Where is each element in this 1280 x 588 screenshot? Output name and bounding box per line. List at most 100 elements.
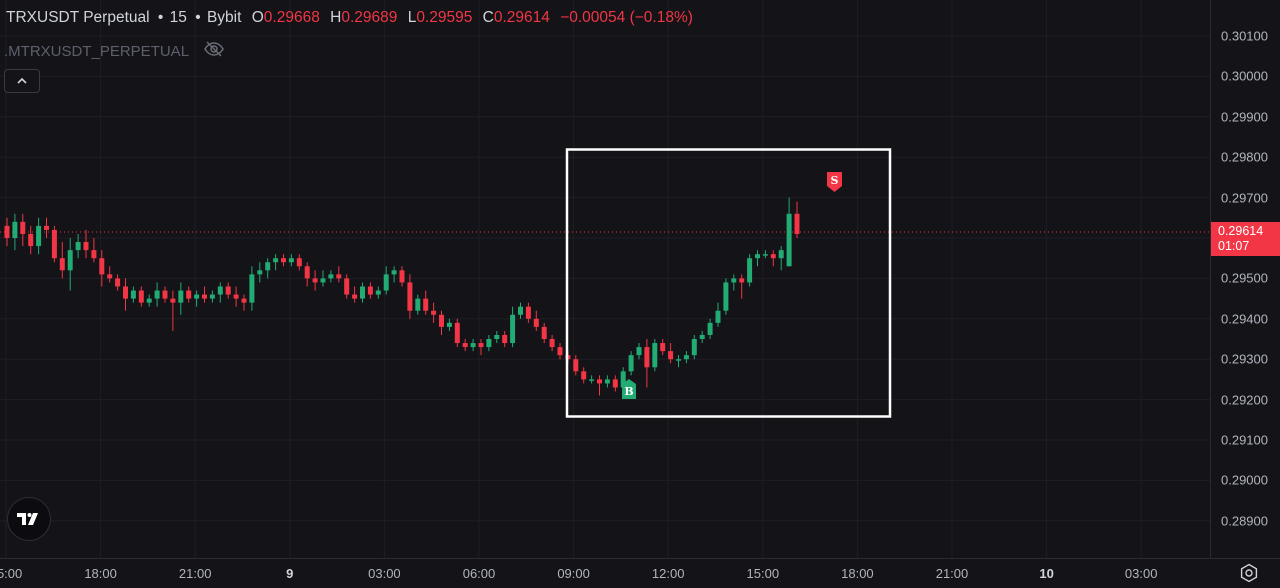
candle-body [778,250,784,259]
candle [249,266,255,311]
candle [581,367,587,384]
price-tick: 0.29000 [1221,472,1268,488]
candle [636,343,642,360]
candle-body [676,359,681,361]
time-tick: 03:00 [368,566,401,581]
candle-body [265,262,271,271]
time-axis[interactable]: 15:00 18:00 21:00 9 03:00 06:00 09:00 12:00 15:0… [0,558,1280,587]
candle-body [296,258,302,267]
symbol-name[interactable]: TRXUSDT Perpetual [6,9,150,26]
candle [541,322,547,344]
candle [312,270,318,291]
candle-body [549,339,555,348]
buy-marker: B [622,379,636,399]
price-tick: 0.29500 [1221,270,1268,286]
candle [170,290,176,331]
eye-slash-icon[interactable] [203,40,225,62]
time-tick: 15:00 [746,566,780,581]
price-tick: 0.29200 [1221,392,1268,408]
candle [138,286,144,307]
candle-body [36,225,42,247]
candle-body [786,213,792,267]
candle-body [431,310,437,315]
candle [731,274,737,291]
candle [202,286,207,303]
candle [794,201,800,238]
candle-body [731,278,737,283]
candle-body [604,379,610,384]
candle [494,330,500,344]
highlight-box [565,148,892,418]
time-tick: 10 [1039,566,1054,581]
candle [178,282,184,315]
candle [423,290,429,315]
candle [770,250,776,267]
candlestick-chart[interactable]: B S [0,0,1210,558]
candle [67,238,73,291]
indicator-name[interactable]: .MTRXUSDT_PERPETUAL [4,42,190,60]
tradingview-logo[interactable] [7,497,51,541]
candle [762,250,768,259]
price-tick: 0.30000 [1221,68,1268,84]
candle [573,355,579,376]
candle [715,302,721,327]
interval[interactable]: 15 [169,9,187,26]
grid [0,0,1210,558]
candle-body [423,298,429,311]
candle-body [573,359,579,372]
candle-body [360,286,365,299]
candle-body [194,294,200,299]
candle-body [699,334,705,339]
candle [296,254,302,271]
candle [320,270,326,287]
candle [304,262,310,287]
collapse-legend-button[interactable] [4,69,40,93]
candle-body [770,254,776,259]
candle-body [217,286,223,295]
candle-body [375,290,381,295]
candle-body [518,306,523,315]
candle [107,266,113,283]
candle-body [652,343,658,368]
candle [123,278,128,311]
candle [557,343,563,360]
candle [644,339,650,388]
candle-body [249,274,255,303]
candle [431,302,437,323]
candle [28,225,34,255]
candle [12,213,18,251]
candle-body [336,274,342,279]
candle-body [620,371,626,388]
candle-body [391,270,397,275]
candle [288,254,294,267]
close-label: C [482,9,494,26]
candle [439,310,444,335]
candle [209,290,215,303]
candle-body [241,298,247,303]
candle [454,318,460,348]
open-label: O [251,9,264,26]
candle [415,294,421,315]
candle-body [28,233,34,247]
candle [486,334,492,352]
candle [778,246,784,271]
candle-body [352,294,358,299]
price-tick: 0.29400 [1221,311,1268,327]
candle [44,217,49,238]
candle-body [233,294,239,299]
candle-body [178,290,184,303]
candle-body [51,229,57,259]
time-tick: 18:00 [841,566,874,581]
candle-body [4,225,10,238]
chart-settings-button[interactable] [1238,563,1260,586]
price-axis[interactable]: 0.30100 0.30000 0.29900 0.29800 0.29700 0.296… [1210,0,1280,558]
candle-body [146,298,152,303]
candle [91,238,97,263]
candle [154,282,160,307]
time-tick: 12:00 [651,566,685,581]
candle-body [312,278,318,283]
chart-area[interactable]: B S TRXUSDT Perpetual • 15 • Bybit O0.29… [0,0,1210,558]
candle [691,334,697,360]
candle-body [59,258,65,271]
candle-body [470,343,476,348]
